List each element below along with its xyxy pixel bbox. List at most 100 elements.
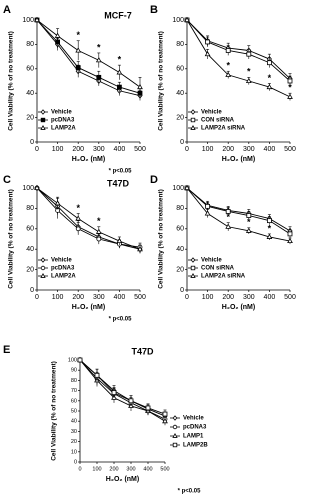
panel-label: E: [3, 344, 10, 356]
marker: [75, 226, 81, 232]
series-line: [186, 19, 291, 82]
x-tick-label: 200: [222, 294, 234, 301]
marker: [40, 109, 46, 115]
marker: [225, 209, 231, 214]
series-line: [79, 359, 166, 422]
x-tick-label: 300: [243, 146, 255, 153]
marker: [266, 233, 273, 239]
significance-mark: *: [288, 83, 292, 93]
y-tick-label: 0: [180, 287, 184, 294]
marker: [266, 83, 273, 90]
marker: [77, 357, 83, 363]
x-tick-label: 300: [93, 146, 105, 153]
significance-mark: *: [118, 55, 122, 65]
marker: [162, 417, 168, 424]
marker: [190, 125, 196, 130]
y-tick-label: 80: [71, 378, 77, 384]
marker: [190, 265, 196, 271]
marker: [40, 273, 46, 278]
marker: [266, 60, 272, 66]
significance-mark: *: [76, 30, 80, 40]
legend-label: Vehicle: [201, 110, 222, 116]
y-axis-label: Cell Viability (% of no treatment): [158, 189, 165, 289]
x-tick-label: 500: [160, 466, 169, 472]
series-line: [79, 359, 166, 417]
series-line: [36, 187, 141, 250]
x-tick-label: 200: [222, 146, 234, 153]
marker: [54, 32, 61, 38]
marker: [184, 184, 190, 190]
x-tick-label: 0: [78, 466, 81, 472]
series-line: [186, 187, 291, 235]
y-tick-label: 90: [71, 368, 77, 374]
legend-label: pcDNA3: [183, 425, 207, 431]
marker: [95, 57, 102, 63]
panel-label: B: [150, 4, 158, 16]
y-tick-label: 0: [180, 139, 184, 146]
y-tick-label: 40: [176, 246, 184, 253]
marker: [287, 93, 293, 99]
y-tick-label: 40: [26, 246, 34, 253]
marker: [96, 74, 102, 80]
marker: [246, 51, 252, 57]
series-line: [36, 19, 141, 88]
legend-label: CON siRNA: [201, 266, 235, 272]
x-axis-label: H₂O₂ (nM): [106, 476, 139, 483]
series-line: [36, 187, 141, 248]
marker: [172, 424, 178, 430]
marker: [225, 223, 232, 229]
x-tick-label: 500: [134, 294, 146, 301]
marker: [287, 78, 293, 84]
marker: [204, 50, 211, 57]
x-tick-label: 400: [264, 294, 276, 301]
y-axis-label: Cell Viability (% of no treatment): [51, 361, 58, 461]
y-tick-label: 20: [176, 266, 184, 273]
y-tick-label: 80: [26, 205, 34, 212]
chart-title: MCF-7: [104, 10, 132, 20]
x-tick-label: 500: [284, 146, 296, 153]
marker: [266, 218, 272, 224]
legend-label: Vehicle: [201, 258, 222, 264]
marker: [117, 84, 122, 90]
y-tick-label: 20: [26, 266, 34, 273]
marker: [246, 213, 252, 218]
marker: [225, 48, 231, 53]
marker: [172, 415, 178, 421]
legend-label: Vehicle: [51, 110, 72, 116]
y-tick-label: 40: [26, 90, 34, 97]
y-tick-label: 40: [71, 419, 77, 425]
y-tick-label: 70: [71, 388, 77, 394]
x-tick-label: 100: [92, 466, 101, 472]
significance-mark: *: [76, 203, 80, 213]
marker: [75, 65, 81, 70]
significance-mark: *: [97, 42, 101, 52]
series-line: [186, 19, 291, 79]
x-tick-label: 400: [114, 146, 126, 153]
y-axis-label: Cell Viability (% of no treatment): [158, 31, 165, 131]
marker: [245, 227, 252, 233]
marker: [137, 83, 143, 90]
legend-label: Vehicle: [183, 416, 204, 422]
x-tick-label: 300: [126, 466, 135, 472]
footnote: * p<0.05: [109, 317, 133, 323]
marker: [190, 117, 196, 123]
y-tick-label: 20: [26, 114, 34, 121]
y-tick-label: 50: [71, 408, 77, 414]
marker: [40, 117, 46, 123]
footnote: * p<0.05: [109, 169, 133, 175]
y-tick-label: 100: [22, 185, 34, 192]
marker: [287, 231, 293, 237]
y-tick-label: 60: [26, 226, 34, 233]
x-tick-label: 0: [35, 146, 39, 153]
marker: [190, 109, 196, 115]
series-line: [79, 359, 166, 415]
series-line: [186, 187, 291, 232]
marker: [111, 390, 117, 396]
marker: [172, 433, 178, 438]
x-tick-label: 300: [243, 294, 255, 301]
x-tick-label: 100: [52, 146, 64, 153]
y-tick-label: 0: [74, 459, 77, 465]
x-tick-label: 400: [264, 146, 276, 153]
marker: [225, 71, 232, 77]
